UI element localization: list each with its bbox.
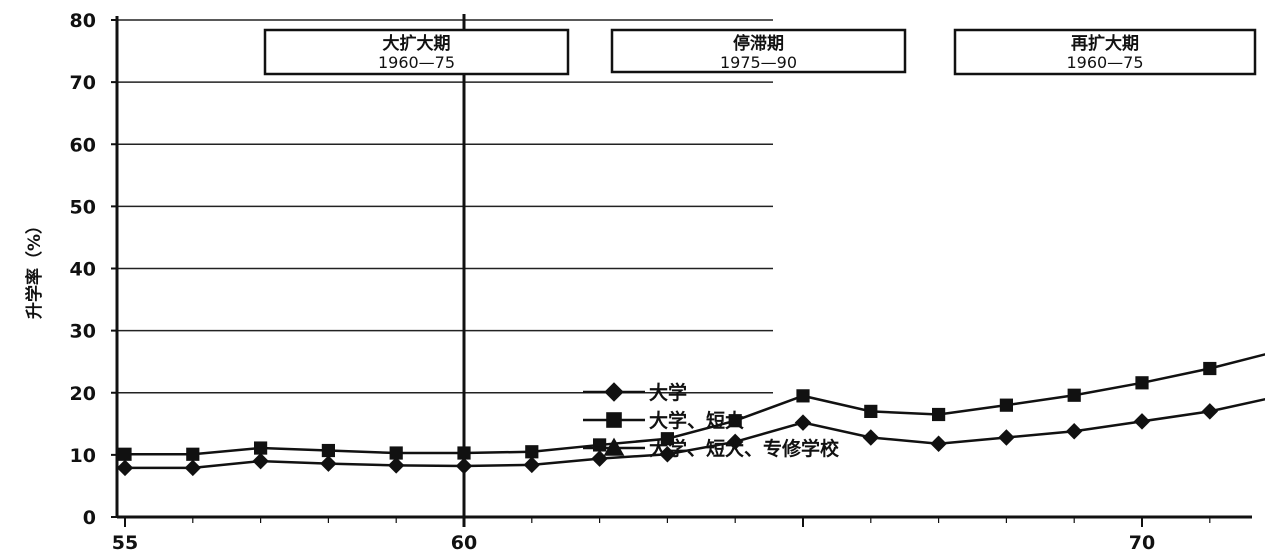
- gridlines: [117, 19, 773, 394]
- y-tick-label: 20: [70, 383, 96, 405]
- data-point: [455, 457, 473, 475]
- data-point: [794, 414, 812, 431]
- data-point: [1065, 423, 1083, 440]
- y-tick-label: 10: [70, 445, 96, 467]
- period-range: 1975—90: [720, 53, 797, 72]
- period-box: [953, 28, 1257, 76]
- data-point: [660, 432, 674, 446]
- data-point: [523, 456, 541, 474]
- period-title: 停滞期: [733, 33, 784, 54]
- y-tick-label: 60: [70, 134, 96, 156]
- y-tick-label: 40: [70, 259, 96, 281]
- period-title: 再扩大期: [1071, 33, 1139, 54]
- data-point: [184, 459, 202, 477]
- period-range: 1960—75: [378, 53, 455, 72]
- y-tick-label: 50: [70, 196, 96, 218]
- data-point: [254, 441, 268, 455]
- legend-marker: [604, 382, 624, 402]
- period-box: [610, 28, 907, 74]
- legend-label: 大学、短大、专修学校: [649, 437, 840, 460]
- data-point: [932, 407, 946, 422]
- data-point: [1201, 403, 1219, 420]
- legend-label: 大学: [649, 381, 687, 404]
- data-point: [387, 457, 405, 474]
- x-tick-label: 70: [1129, 532, 1155, 553]
- data-point: [591, 450, 608, 467]
- data-point: [593, 438, 607, 452]
- series-2: [118, 353, 1265, 461]
- series-line: [125, 397, 1265, 470]
- axes: [115, 16, 1252, 519]
- y-tick-label: 0: [83, 507, 96, 529]
- period-box: [263, 28, 570, 76]
- series-1: [116, 397, 1265, 477]
- data-point: [321, 443, 335, 458]
- data-point: [796, 389, 810, 403]
- period-title: 大扩大期: [383, 33, 451, 54]
- data-point: [728, 414, 742, 428]
- series-line: [125, 353, 1265, 456]
- period-dividers: [462, 14, 466, 527]
- y-tick-label: 30: [70, 321, 96, 343]
- data-point: [116, 459, 134, 477]
- x-tick-label: 60: [451, 532, 477, 553]
- y-tick-label: 80: [70, 10, 96, 32]
- y-tick-label: 70: [70, 72, 96, 94]
- data-point: [864, 404, 878, 418]
- data-point: [457, 446, 471, 460]
- data-point: [726, 433, 744, 451]
- x-tick-label: 55: [112, 532, 138, 553]
- data-point: [252, 452, 269, 470]
- data-point: [186, 447, 200, 461]
- y-axis-label: 升学率（%）: [24, 217, 45, 319]
- data-point: [998, 429, 1015, 446]
- data-point: [118, 447, 132, 461]
- data-point: [930, 435, 947, 452]
- data-point: [525, 445, 539, 459]
- legend-marker: [606, 412, 622, 428]
- x-axis-ticks: 55607080902000: [112, 517, 1211, 553]
- legend-marker: [603, 437, 625, 456]
- data-point: [659, 446, 676, 463]
- data-point: [862, 429, 880, 446]
- data-point: [389, 446, 403, 460]
- data-series: [116, 353, 1265, 477]
- data-point: [320, 455, 337, 472]
- data-point: [1067, 388, 1081, 402]
- period-range: 1960—75: [1066, 53, 1143, 72]
- data-point: [1135, 376, 1149, 390]
- data-point: [1133, 413, 1151, 430]
- y-axis-ticks: 0 10 20 30 40 50 60 70 80: [70, 10, 117, 529]
- legend-label: 大学、短大: [649, 409, 744, 432]
- data-point: [1203, 361, 1217, 376]
- data-point: [999, 398, 1013, 412]
